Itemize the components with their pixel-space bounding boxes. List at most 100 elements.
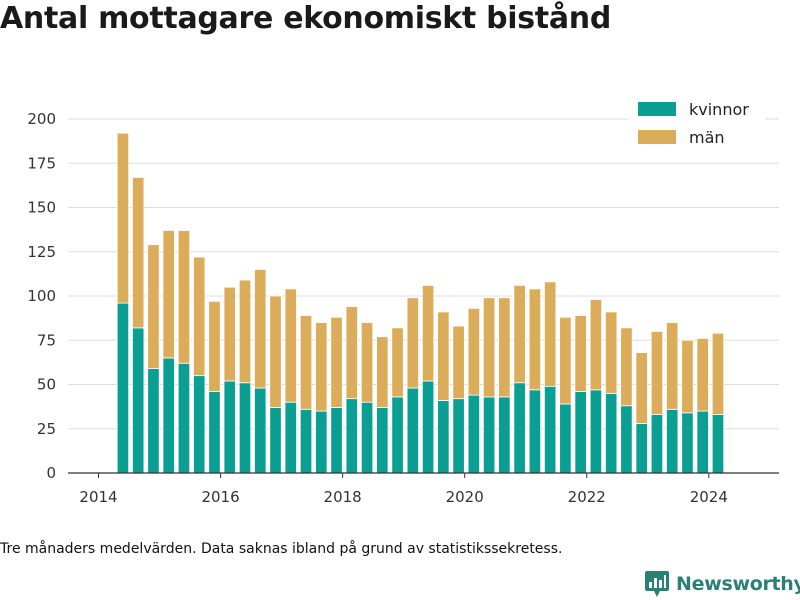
y-tick-label: 150 [27, 199, 56, 217]
bar-kvinnor [193, 375, 206, 474]
x-tick-label: 2022 [568, 488, 606, 506]
bar-kvinnor [528, 389, 542, 474]
bar-man [498, 297, 511, 398]
bar-kvinnor [315, 410, 328, 474]
newsworthy-logo[interactable]: Newsworthy [644, 570, 800, 598]
bar-kvinnor [116, 302, 130, 474]
bar-kvinnor [589, 389, 603, 474]
x-tick-label: 2016 [201, 488, 239, 506]
bar-man [162, 230, 175, 359]
bar-man [269, 295, 282, 408]
bar-man [406, 297, 419, 389]
bar-kvinnor [574, 391, 587, 474]
bar-kvinnor [620, 405, 633, 474]
bar-kvinnor [147, 368, 160, 474]
legend-label: män [689, 128, 725, 147]
bar-kvinnor [635, 423, 648, 474]
bar-kvinnor [132, 327, 145, 474]
bar-man [299, 315, 313, 410]
bar-kvinnor [421, 380, 435, 474]
bar-kvinnor [452, 398, 465, 474]
bar-kvinnor [482, 396, 496, 474]
bar-kvinnor [299, 408, 313, 474]
bar-man [696, 338, 709, 412]
bar-man [116, 132, 130, 304]
bar-man [421, 284, 435, 382]
bar-man [482, 297, 496, 398]
chart-title: Antal mottagare ekonomiskt bistånd [0, 1, 612, 36]
bar-man [132, 177, 145, 329]
bar-man [437, 311, 450, 401]
footnote: Tre månaders medelvärden. Data saknas ib… [0, 541, 563, 557]
bar-man [223, 286, 236, 382]
bar-man [360, 322, 374, 403]
bar-kvinnor [284, 401, 297, 474]
bar-man [193, 256, 206, 377]
bar-man [559, 316, 572, 405]
newsworthy-logo-icon [645, 571, 669, 597]
bar-man [528, 288, 542, 391]
bars [116, 132, 725, 474]
bar-man [254, 269, 267, 389]
bar-man [284, 288, 297, 403]
bar-man [315, 322, 328, 412]
bar-kvinnor [650, 414, 664, 474]
legend: kvinnor män [628, 94, 765, 156]
y-tick-label: 200 [27, 110, 56, 128]
bar-man [330, 316, 343, 408]
bar-man [620, 327, 633, 407]
x-tick-label: 2014 [79, 488, 117, 506]
bar-kvinnor [513, 382, 526, 474]
bar-man [467, 307, 480, 396]
bar-kvinnor [177, 362, 191, 474]
bar-kvinnor [269, 407, 282, 474]
bar-man [635, 352, 648, 424]
y-tick-label: 50 [37, 376, 56, 394]
bar-man [345, 306, 358, 400]
bar-man [452, 325, 465, 400]
bar-kvinnor [345, 398, 358, 474]
brand-name: Newsworthy [676, 573, 800, 595]
legend-swatch-man [638, 130, 676, 144]
y-tick-label: 75 [37, 331, 56, 349]
bar-man [543, 281, 557, 387]
bar-man [574, 315, 587, 392]
y-tick-label: 100 [27, 287, 56, 305]
bar-kvinnor [330, 407, 343, 474]
bar-kvinnor [711, 414, 725, 474]
bar-kvinnor [543, 385, 557, 474]
bar-man [391, 327, 404, 398]
bar-man [605, 311, 618, 394]
bar-man [711, 332, 725, 415]
bar-kvinnor [605, 392, 618, 474]
bar-man [666, 322, 679, 410]
bar-kvinnor [162, 357, 175, 474]
x-tick-label: 2018 [324, 488, 362, 506]
y-tick-label: 125 [27, 243, 56, 261]
bar-kvinnor [559, 403, 572, 474]
bar-kvinnor [666, 408, 679, 474]
axes: 0 25 50 75 100 125 150 175 200 2014 2016 2018 2020 20… [27, 110, 779, 506]
legend-swatch-kvinnor [638, 102, 676, 116]
bar-man [238, 279, 252, 384]
bar-kvinnor [467, 394, 480, 474]
bar-man [650, 330, 664, 415]
x-tick-label: 2020 [446, 488, 484, 506]
bar-kvinnor [238, 382, 252, 474]
y-tick-label: 25 [37, 420, 56, 438]
bar-kvinnor [208, 391, 221, 474]
y-tick-label: 0 [46, 464, 56, 482]
bar-kvinnor [437, 400, 450, 474]
x-tick-label: 2024 [690, 488, 728, 506]
bar-kvinnor [254, 387, 267, 474]
y-tick-label: 175 [27, 154, 56, 172]
bar-kvinnor [498, 396, 511, 474]
bar-kvinnor [223, 380, 236, 474]
legend-label: kvinnor [689, 100, 749, 119]
bar-kvinnor [681, 412, 694, 474]
bar-kvinnor [696, 410, 709, 474]
bar-man [513, 284, 526, 384]
bar-man [376, 336, 389, 408]
bar-man [147, 244, 160, 369]
